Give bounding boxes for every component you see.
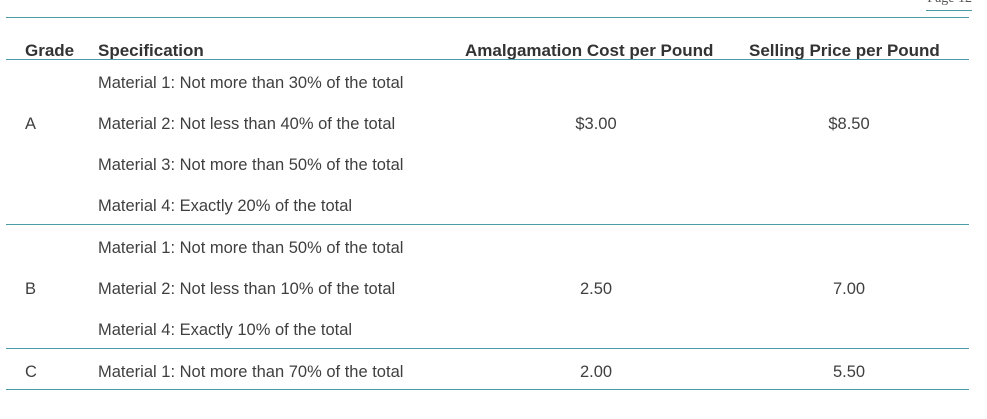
- header-selling-price: Selling Price per Pound: [749, 41, 940, 60]
- spec-line: Material 4: Exactly 20% of the total: [98, 197, 353, 215]
- spec-line: Material 2: Not less than 10% of the tot…: [98, 280, 396, 298]
- grade-cell: B: [25, 280, 37, 298]
- cost-value: 2.00: [579, 363, 613, 381]
- spec-line: Material 3: Not more than 50% of the tot…: [98, 156, 404, 174]
- price-value: $8.50: [828, 115, 870, 133]
- table-top-rule: [6, 17, 969, 18]
- spec-line: Material 1: Not more than 30% of the tot…: [98, 74, 404, 92]
- grade-cell: A: [25, 115, 37, 133]
- row-divider: [6, 224, 969, 225]
- cost-value: $3.00: [575, 115, 617, 133]
- price-value: 7.00: [832, 280, 866, 298]
- grade-cell: C: [25, 363, 37, 381]
- spec-line: Material 4: Exactly 10% of the total: [98, 321, 353, 339]
- price-value: 5.50: [832, 363, 866, 381]
- header-grade: Grade: [25, 41, 75, 60]
- spec-line: Material 2: Not less than 40% of the tot…: [98, 115, 396, 133]
- spec-line: Material 1: Not more than 70% of the tot…: [98, 363, 404, 381]
- row-divider: [6, 348, 969, 349]
- spec-line: Material 1: Not more than 50% of the tot…: [98, 239, 404, 257]
- page-number-tag: Page 12: [926, 0, 972, 11]
- cost-value: 2.50: [579, 280, 613, 298]
- table-bottom-rule: [6, 389, 969, 390]
- header-specification: Specification: [98, 41, 204, 60]
- header-amalgamation-cost: Amalgamation Cost per Pound: [465, 41, 714, 60]
- header-bottom-rule: [6, 59, 969, 60]
